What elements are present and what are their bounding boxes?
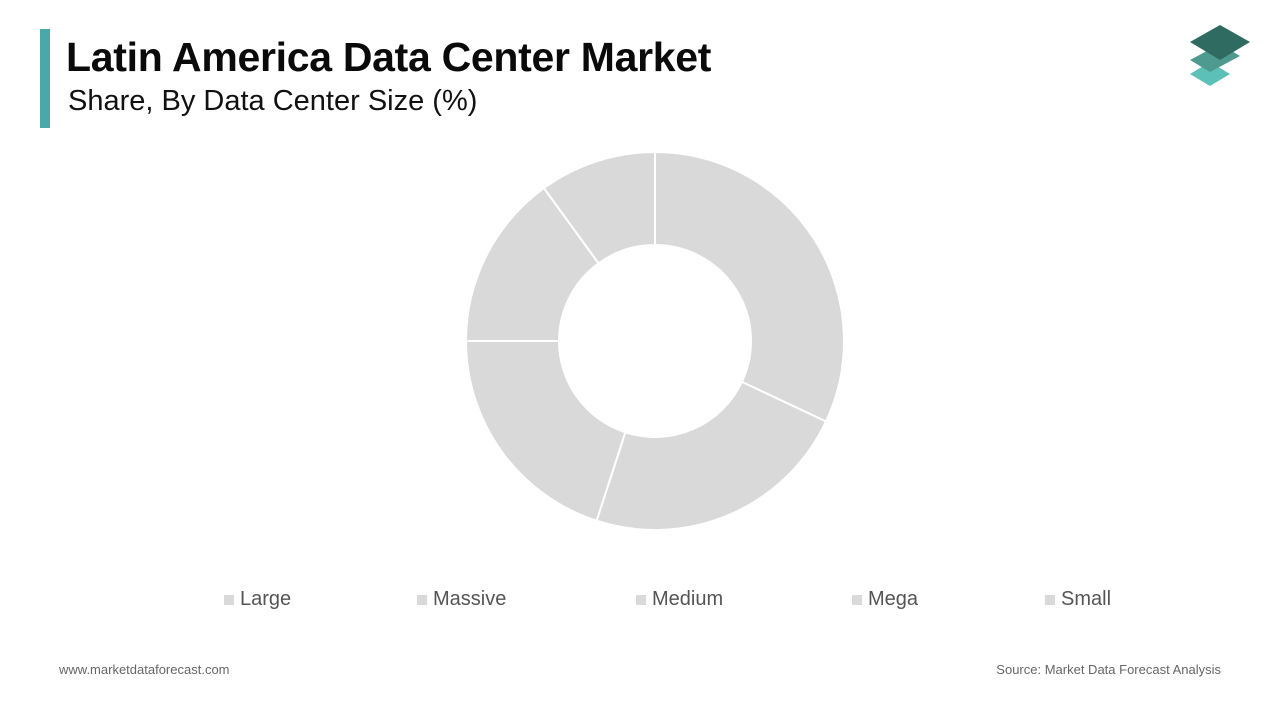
- logo-layer-bottom: [1190, 62, 1230, 86]
- donut-slice-medium: [464, 340, 627, 523]
- legend-swatch: [1045, 594, 1055, 605]
- chart-legend: Large Massive Medium Mega Small: [0, 588, 1280, 616]
- stacked-layers-icon: [1190, 25, 1250, 86]
- legend-label: Large: [240, 588, 292, 610]
- legend-item-mega: Mega: [852, 588, 918, 611]
- donut-slice-large: [654, 150, 845, 423]
- footer-website: www.marketdataforecast.com: [59, 662, 230, 677]
- legend-label: Small: [1061, 588, 1112, 610]
- legend-swatch: [417, 594, 427, 605]
- chart-title: Latin America Data Center Market: [66, 34, 712, 80]
- legend-item-massive: Massive: [417, 588, 506, 611]
- legend-item-medium: Medium: [636, 588, 723, 611]
- legend-item-small: Small: [1045, 588, 1111, 611]
- legend-swatch: [636, 594, 646, 605]
- legend-swatch: [224, 594, 234, 605]
- title-accent-bar: [40, 29, 50, 128]
- legend-label: Medium: [652, 588, 724, 610]
- legend-swatch: [852, 594, 862, 605]
- logo-layer-top: [1190, 25, 1250, 60]
- donut-slice-small: [542, 150, 656, 265]
- donut-chart: [464, 150, 845, 531]
- legend-label: Mega: [868, 588, 919, 610]
- legend-item-large: Large: [224, 588, 291, 611]
- footer-source: Source: Market Data Forecast Analysis: [996, 662, 1221, 677]
- chart-subtitle: Share, By Data Center Size (%): [68, 85, 478, 117]
- legend-label: Massive: [433, 588, 507, 610]
- donut-slice-massive: [595, 380, 828, 531]
